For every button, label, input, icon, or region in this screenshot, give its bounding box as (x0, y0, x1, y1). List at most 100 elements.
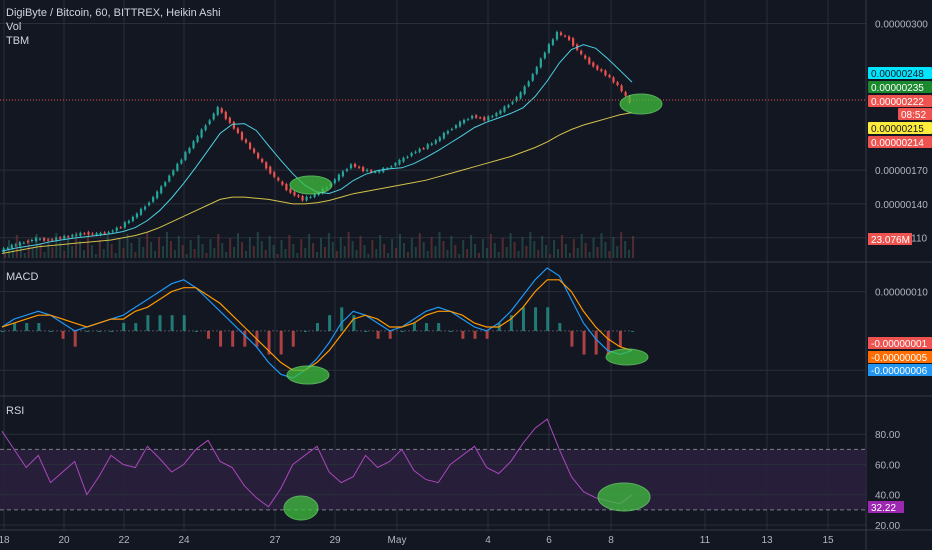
candle (341, 171, 345, 177)
rsi-tag-label: 32.22 (871, 503, 896, 514)
candle (430, 143, 433, 145)
candle (99, 233, 102, 235)
candle (87, 232, 90, 235)
candle (289, 188, 292, 193)
volume-bar (63, 251, 66, 258)
price-tag: 0.00000235 (868, 81, 932, 94)
volume-bar (316, 252, 319, 258)
candle (487, 116, 490, 121)
volume-bar (15, 235, 18, 258)
macd-histogram-bar (316, 323, 319, 331)
volume-bar (237, 233, 240, 258)
volume-bar (470, 235, 473, 258)
volume-bar (229, 238, 232, 258)
macd-tag: -0.00000006 (868, 364, 932, 377)
macd-tag-label: -0.00000001 (871, 339, 928, 350)
volume-bar (308, 234, 311, 258)
candle (139, 208, 143, 215)
volume-bar (110, 244, 113, 258)
volume-bar (620, 232, 623, 258)
candle (402, 157, 405, 162)
candle (91, 233, 94, 235)
candle (83, 233, 86, 235)
volume-bar (410, 238, 413, 258)
candle (285, 184, 288, 190)
rsi-line (1, 418, 633, 508)
x-tick-label: 4 (485, 535, 491, 546)
volume-bar (146, 233, 149, 258)
candle (535, 67, 538, 74)
candle (426, 144, 429, 149)
volume-bar (292, 244, 295, 258)
macd-histogram-bar (521, 307, 525, 331)
candle (147, 202, 151, 206)
volume-bar (142, 247, 145, 258)
volume-bar (521, 237, 524, 258)
candle (204, 125, 207, 131)
volume-bar (584, 243, 587, 258)
volume-bar (434, 246, 437, 258)
macd-histogram-bar (25, 323, 29, 331)
volume-bar (422, 242, 425, 258)
volume-bar (359, 236, 362, 258)
candle (184, 152, 187, 160)
volume-bar (312, 243, 315, 258)
x-tick-label: 15 (822, 535, 834, 546)
macd-histogram-bar (182, 315, 186, 331)
x-tick-label: 24 (178, 535, 190, 546)
macd-histogram-bar (231, 330, 235, 347)
macd-histogram-bar (122, 323, 126, 331)
candle (345, 169, 349, 171)
highlight-ellipse (286, 365, 330, 385)
candle (200, 129, 203, 138)
candle (467, 119, 470, 121)
macd-histogram-bar (170, 315, 174, 331)
candle (79, 232, 82, 236)
volume-bar (438, 232, 441, 258)
volume-bar (47, 238, 50, 258)
candle (71, 234, 74, 237)
volume-bar (347, 232, 350, 258)
candle (398, 160, 401, 165)
volume-bar (193, 249, 196, 258)
volume-bar (300, 239, 303, 258)
candle (438, 137, 441, 141)
chart-title: DigiByte / Bitcoin, 60, BITTREX, Heikin … (6, 7, 221, 19)
macd-histogram-bar (37, 323, 41, 331)
volume-bar (628, 250, 631, 258)
volume-bar (244, 251, 247, 258)
macd-histogram-bar (73, 330, 77, 347)
volume-bar (564, 244, 567, 258)
volume-bar (545, 245, 548, 258)
candle (196, 136, 199, 142)
volume-bar (35, 234, 38, 258)
macd-histogram-bar (1, 330, 4, 332)
candle (543, 52, 546, 59)
volume-bar (331, 242, 334, 258)
macd-histogram-bar (631, 330, 634, 332)
candle (596, 65, 599, 70)
volume-bar (7, 240, 10, 258)
candle (236, 128, 240, 133)
candle (394, 163, 397, 166)
candle (422, 148, 425, 150)
macd-histogram-bar (267, 330, 271, 355)
macd-histogram-bar (194, 330, 198, 332)
highlight-ellipse (289, 175, 333, 195)
volume-bar (525, 246, 528, 258)
volume-bar (371, 240, 374, 258)
volume-bar (134, 252, 137, 258)
volume-bar (256, 232, 259, 258)
macd-histogram-bar (618, 330, 622, 347)
candle (232, 122, 235, 129)
candle (503, 106, 506, 112)
candle (442, 132, 445, 139)
candle (164, 182, 167, 186)
volume-bar (363, 245, 366, 258)
volume-bar (280, 240, 283, 258)
candle (495, 113, 498, 117)
candle (531, 74, 534, 81)
volume-bar (462, 240, 465, 258)
macd-histogram-bar (97, 330, 101, 332)
